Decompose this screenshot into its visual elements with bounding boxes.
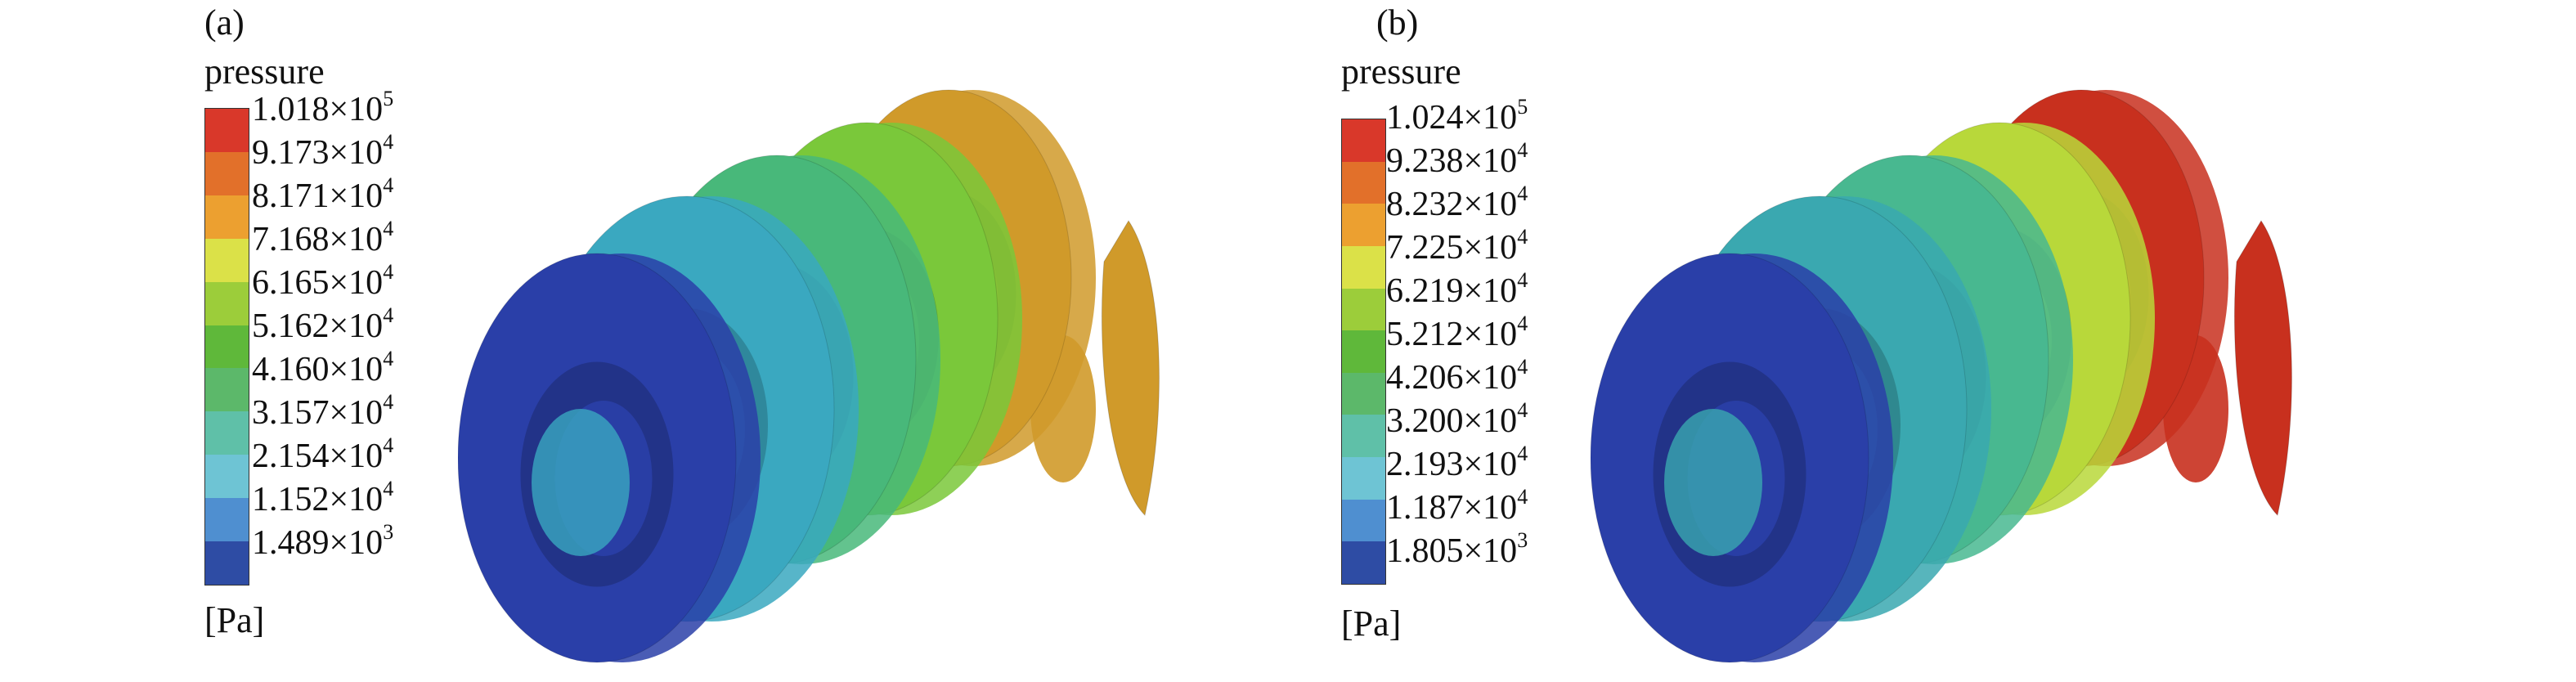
colorbar-tick-label: 3.200×104 xyxy=(1386,398,1528,441)
colorbar-swatch xyxy=(1342,372,1385,415)
colorbar-swatch xyxy=(205,325,249,369)
colorbar-tick-label: 7.225×104 xyxy=(1386,225,1528,267)
panel-a: (a) pressure 1.018×105 9.173×104 8.171×104… xyxy=(204,2,1160,663)
colorbar-title: pressure xyxy=(1341,52,1461,92)
colorbar-swatch xyxy=(205,368,249,412)
colorbar-tick-label: 1.024×105 xyxy=(1386,95,1528,137)
colorbar-tick-label: 4.160×104 xyxy=(252,347,394,389)
colorbar-swatch xyxy=(205,151,249,195)
colorbar-tick-label: 5.212×104 xyxy=(1386,312,1528,354)
colorbar-swatch xyxy=(1342,499,1385,542)
colorbar-tick-label: 1.018×105 xyxy=(252,87,394,129)
colorbar-swatch xyxy=(205,541,249,585)
colorbar xyxy=(1341,119,1386,585)
impeller-pressure-contour xyxy=(458,89,1160,663)
colorbar-unit: [Pa] xyxy=(204,600,265,640)
colorbar-swatch xyxy=(1342,457,1385,500)
colorbar-tick-label: 3.157×104 xyxy=(252,390,394,433)
colorbar-swatch xyxy=(205,455,249,499)
colorbar-tick-label: 1.187×104 xyxy=(1386,485,1528,527)
inlet-opening xyxy=(1664,409,1762,556)
inlet-opening xyxy=(532,409,630,556)
panel-label: (a) xyxy=(204,2,245,43)
colorbar-swatch xyxy=(205,109,249,152)
colorbar-tick-label: 8.171×104 xyxy=(252,173,394,216)
colorbar-tick-label: 2.193×104 xyxy=(1386,442,1528,484)
colorbar-swatch xyxy=(205,238,249,282)
colorbar-tick-label: 4.206×104 xyxy=(1386,355,1528,397)
colorbar-swatch xyxy=(1342,541,1385,584)
colorbar-swatch xyxy=(1342,161,1385,204)
colorbar-swatch xyxy=(1342,288,1385,331)
colorbar-tick-label: 6.165×104 xyxy=(252,260,394,303)
colorbar-swatch xyxy=(1342,119,1385,162)
inducer-blade xyxy=(1101,220,1160,517)
colorbar-swatch xyxy=(1342,415,1385,457)
colorbar xyxy=(204,108,249,586)
colorbar-swatch xyxy=(1342,245,1385,289)
colorbar-swatch xyxy=(205,411,249,455)
colorbar-swatch xyxy=(205,281,249,325)
colorbar-ticks: 1.024×105 9.238×104 8.232×104 7.225×104 6.21… xyxy=(1386,96,1528,573)
colorbar-tick-label: 2.154×104 xyxy=(252,433,394,476)
colorbar-tick-label: 8.232×104 xyxy=(1386,182,1528,224)
inducer-blade xyxy=(2233,220,2292,517)
colorbar-swatch xyxy=(205,195,249,239)
colorbar-ticks: 1.018×105 9.173×104 8.171×104 7.168×104 6.16… xyxy=(252,88,393,565)
colorbar-tick-label: 5.162×104 xyxy=(252,303,394,346)
colorbar-swatch xyxy=(1342,330,1385,373)
colorbar-swatch xyxy=(1342,204,1385,246)
colorbar-tick-label: 9.238×104 xyxy=(1386,138,1528,181)
impeller-pressure-contour xyxy=(1591,89,2292,663)
colorbar-tick-label: 7.168×104 xyxy=(252,217,394,259)
colorbar-tick-label: 1.152×104 xyxy=(252,477,394,519)
colorbar-tick-label: 9.173×104 xyxy=(252,130,394,173)
panel-label: (b) xyxy=(1376,2,1419,43)
colorbar-title: pressure xyxy=(204,52,325,92)
colorbar-swatch xyxy=(205,498,249,542)
panel-b: (b) pressure 1.024×105 9.238×104 8.232×104… xyxy=(1288,0,2576,682)
colorbar-tick-label: 1.489×103 xyxy=(252,520,394,563)
colorbar-tick-label: 6.219×104 xyxy=(1386,268,1528,311)
colorbar-tick-label: 1.805×103 xyxy=(1386,528,1528,571)
colorbar-unit: [Pa] xyxy=(1341,603,1402,644)
